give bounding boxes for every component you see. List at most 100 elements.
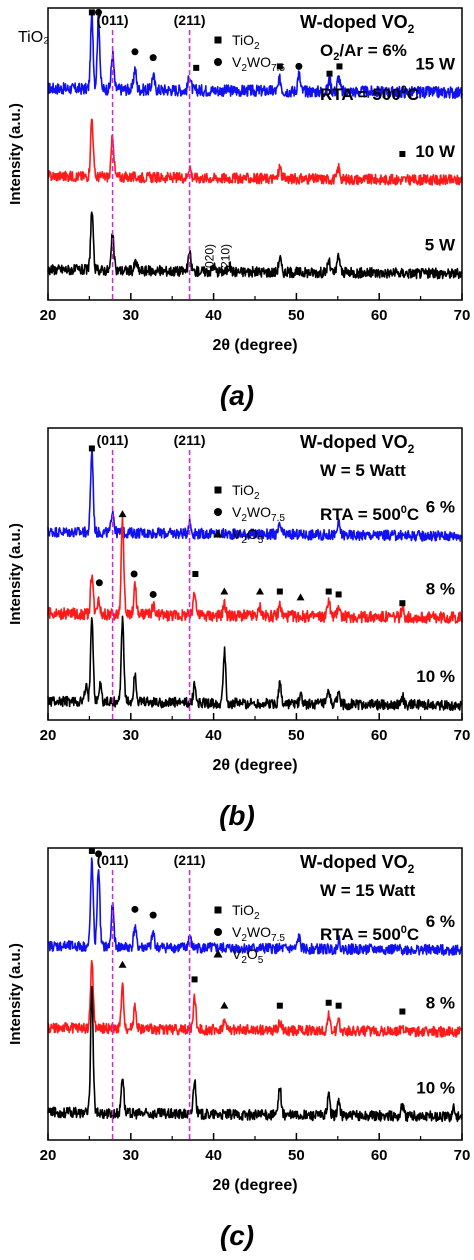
x-tick-label-5: 70	[454, 727, 471, 744]
legend-symbol-1	[214, 928, 222, 936]
series-label-1: 8 %	[426, 994, 455, 1013]
phase-marker-0	[88, 9, 95, 16]
phase-marker-5	[192, 571, 199, 577]
x-tick-label-4: 60	[371, 1147, 388, 1164]
chart-svg-c: 6 % 8 % 10 % (011) (211) W-doped VO2 W = 15 Wa…	[7, 847, 471, 1251]
x-tick-label-5: 70	[454, 1147, 471, 1164]
x-tick-label-2: 40	[205, 1147, 222, 1164]
legend-label-0: TiO2	[232, 902, 260, 922]
phase-marker-2	[95, 579, 103, 587]
phase-marker-6	[295, 62, 303, 70]
phase-marker-8	[276, 588, 283, 595]
series-line-0	[47, 857, 463, 956]
phase-marker-10	[399, 1008, 406, 1015]
series-line-0	[47, 449, 463, 542]
ref-line-label-0: (011)	[97, 852, 129, 868]
condition-line-0: O2/Ar = 6%	[320, 41, 407, 63]
legend-symbol-0	[214, 486, 222, 494]
phase-marker-0	[88, 445, 95, 452]
ref-line-label-0: (011)	[97, 12, 129, 28]
chart-title-b: W-doped VO2	[300, 432, 415, 456]
phase-marker-0	[88, 847, 95, 854]
phase-marker-4	[149, 590, 157, 598]
series-label-0: 6 %	[426, 498, 455, 517]
series-line-2	[47, 211, 463, 280]
x-tick-label-3: 50	[288, 307, 305, 324]
x-axis-label: 2θ (degree)	[212, 337, 297, 354]
x-tick-label-1: 30	[122, 727, 139, 744]
phase-marker-7	[326, 70, 333, 77]
panel-label-a: (a)	[220, 380, 254, 411]
legend-symbol-2	[213, 529, 223, 538]
chart-svg-a: 15 W 10 W 5 W (011) (211) W-doped VO2 O2/Ar = …	[7, 7, 471, 411]
panel-label-c: (c)	[220, 1220, 254, 1251]
chart-title-c: W-doped VO2	[300, 852, 415, 876]
phase-marker-10	[325, 588, 332, 595]
series-label-2: 10 %	[416, 667, 455, 686]
xrd-panel-b: 6 % 8 % 10 % (011) (211) W-doped VO2 W = 5 Wat…	[0, 420, 474, 840]
legend-symbol-2	[213, 949, 223, 958]
ref-line-label-1: (211)	[174, 432, 206, 448]
plane-label-1: (210)	[218, 244, 232, 272]
chart-svg-b: 6 % 8 % 10 % (011) (211) W-doped VO2 W = 5 Wat…	[7, 427, 471, 831]
legend-label-1: V2WO7.5	[232, 54, 285, 74]
legend-label-2: V2O5	[232, 946, 264, 966]
panel-label-b: (b)	[219, 800, 255, 831]
phase-marker-11	[335, 591, 342, 598]
x-tick-label-0: 20	[40, 727, 57, 744]
phase-marker-9	[399, 151, 406, 157]
series-label-2: 10 %	[416, 1078, 455, 1097]
phase-marker-8	[336, 63, 343, 70]
series-line-1	[47, 118, 463, 186]
series-label-1: 8 %	[426, 579, 455, 598]
legend-label-0: TiO2	[232, 32, 260, 52]
phase-marker-1	[118, 510, 127, 518]
x-axis-label: 2θ (degree)	[212, 757, 297, 774]
phase-marker-9	[335, 1002, 342, 1009]
phase-marker-2	[131, 48, 139, 56]
phase-marker-4	[118, 960, 127, 968]
x-tick-label-1: 30	[122, 1147, 139, 1164]
xrd-panel-c: 6 % 8 % 10 % (011) (211) W-doped VO2 W = 15 Wa…	[0, 840, 474, 1260]
chart-title-a: W-doped VO2	[300, 12, 415, 36]
series-line-1	[47, 516, 463, 624]
legend-symbol-1	[214, 58, 222, 66]
series-line-0	[47, 12, 463, 99]
phase-marker-3	[149, 911, 157, 919]
ref-line-label-1: (211)	[174, 12, 206, 28]
phase-marker-8	[325, 999, 332, 1006]
x-tick-label-5: 70	[454, 307, 471, 324]
phase-marker-6	[220, 1001, 229, 1009]
phase-marker-7	[276, 1002, 283, 1009]
xrd-panel-a: 15 W 10 W 5 W (011) (211) W-doped VO2 O2/Ar = …	[0, 0, 474, 420]
x-tick-label-0: 20	[40, 1147, 57, 1164]
legend-symbol-0	[214, 36, 222, 44]
phase-marker-3	[130, 570, 138, 578]
legend-symbol-0	[214, 906, 222, 914]
series-line-2	[47, 615, 463, 711]
x-tick-label-2: 40	[205, 307, 222, 324]
phase-marker-1	[95, 850, 103, 858]
x-tick-label-0: 20	[40, 307, 57, 324]
legend-label-1: V2WO7.5	[232, 504, 285, 524]
y-axis-label: Intensity (a.u.)	[7, 523, 24, 625]
x-axis-label: 2θ (degree)	[212, 1177, 297, 1194]
condition-line-1: RTA = 5000C	[320, 504, 419, 524]
legend-label-2: V2O5	[232, 526, 264, 546]
x-tick-label-4: 60	[371, 727, 388, 744]
side-label-tio2: TiO₂	[18, 29, 49, 46]
series-label-2: 5 W	[425, 235, 456, 254]
phase-marker-1	[95, 8, 103, 16]
ref-line-label-1: (211)	[174, 852, 206, 868]
series-label-1: 10 W	[415, 142, 456, 161]
phase-marker-5	[191, 976, 198, 983]
x-tick-label-2: 40	[205, 727, 222, 744]
y-axis-label: Intensity (a.u.)	[7, 943, 24, 1045]
y-axis-label: Intensity (a.u.)	[7, 103, 24, 205]
legend-label-0: TiO2	[232, 482, 260, 502]
phase-marker-12	[399, 600, 406, 607]
phase-marker-3	[149, 54, 157, 62]
x-tick-label-4: 60	[371, 307, 388, 324]
series-line-1	[47, 959, 463, 1038]
phase-marker-9	[296, 593, 305, 601]
